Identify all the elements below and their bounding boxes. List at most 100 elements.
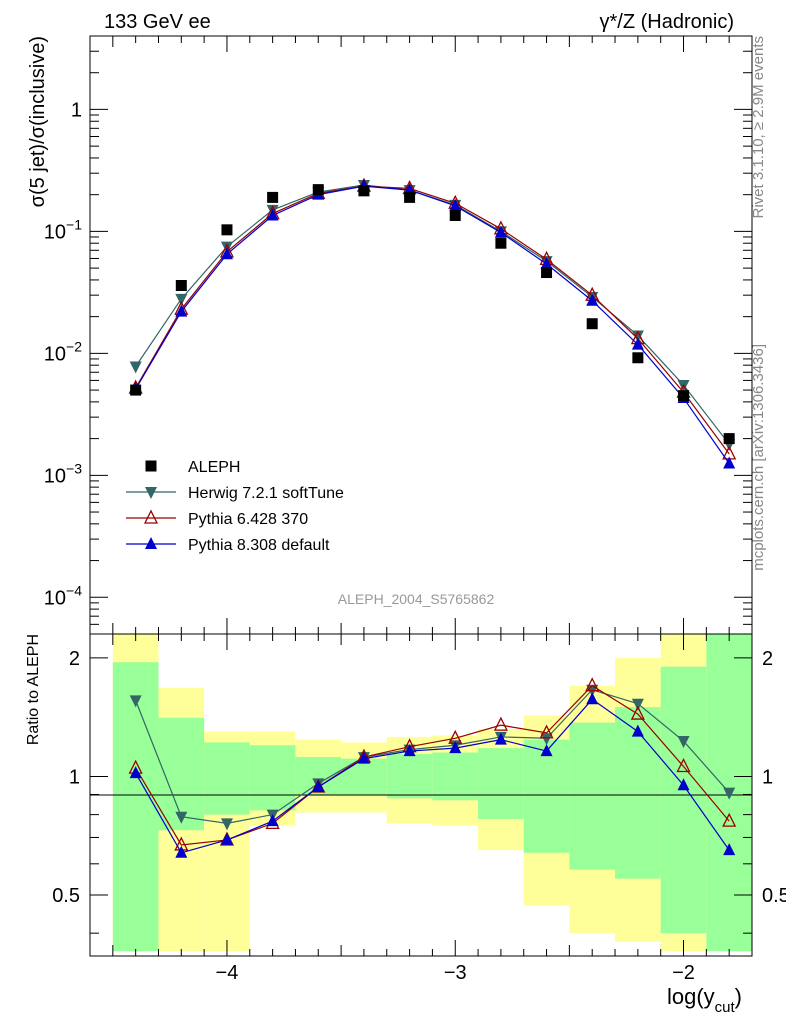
- main-point: [540, 257, 553, 270]
- main-y-tick-label: 10−4: [44, 582, 82, 609]
- ratio-point: [631, 724, 644, 737]
- main-series-line: [135, 185, 730, 455]
- legend-label: Pythia 8.308 default: [188, 537, 330, 554]
- ratio-point: [129, 766, 142, 779]
- band-inner-bin: [386, 754, 433, 799]
- ratio-series-2: [129, 692, 736, 858]
- band-inner-bin: [158, 717, 205, 831]
- x-axis-label-main: log(y: [667, 984, 715, 1009]
- main-series-2: [128, 177, 737, 460]
- legend-item: Herwig 7.2.1 softTune: [126, 485, 344, 502]
- ratio-point: [449, 741, 462, 754]
- main-y-tick-label: 1: [71, 99, 82, 121]
- ratio-y-tick-label-right: 2: [762, 648, 773, 670]
- main-point: [266, 208, 279, 221]
- main-point: [404, 191, 416, 203]
- main-point: [449, 198, 462, 211]
- main-series: [128, 177, 737, 469]
- ratio-point: [357, 751, 370, 764]
- main-panel: 1 10−1 10−2 10−3 10−4 σ(5 jet)/σ(inclusive): [27, 35, 753, 635]
- ratio-point: [540, 733, 553, 746]
- band-inner-bin: [249, 745, 296, 811]
- main-y-tick-label: 10−3: [44, 460, 82, 487]
- ratio-panel: 0.5 0.5 1 1 2 2 Ratio to ALEPH −4 −3 −2 log(ycu…: [25, 36, 786, 1016]
- band-inner-bin: [204, 742, 250, 815]
- main-point: [586, 318, 598, 330]
- header-energy: 133 GeV ee: [104, 11, 211, 33]
- legend-item: ALEPH: [145, 459, 240, 476]
- legend-label: Pythia 6.428 370: [188, 511, 308, 528]
- legend-label: ALEPH: [188, 459, 240, 476]
- x-axis-label-sub: cut: [715, 999, 736, 1016]
- x-axis-label-tail: ): [735, 984, 742, 1009]
- ratio-point: [540, 744, 553, 757]
- main-y-ticks: 1 10−1 10−2 10−3 10−4: [44, 35, 752, 635]
- legend-label: Herwig 7.2.1 softTune: [188, 485, 344, 502]
- ratio-point: [403, 744, 416, 757]
- main-point: [494, 225, 507, 238]
- band-inner-bin: [112, 662, 159, 952]
- header-process: γ*/Z (Hadronic): [600, 11, 734, 33]
- x-axis-ticks: −4 −3 −2: [89, 36, 753, 984]
- main-point: [586, 293, 599, 306]
- ratio-point: [220, 832, 233, 845]
- mcplots-label: mcplots.cern.ch [arXiv:1306.3436]: [750, 344, 767, 571]
- ratio-y-tick-label-right: 0.5: [762, 885, 786, 907]
- main-point: [449, 209, 461, 221]
- main-point: [631, 337, 644, 350]
- band-inner-bin: [569, 722, 616, 870]
- ratio-point: [585, 677, 600, 692]
- ratio-point: [312, 780, 325, 793]
- x-tick-label: −2: [672, 962, 695, 984]
- main-point: [358, 185, 370, 197]
- x-tick-label: −3: [444, 962, 467, 984]
- ratio-uncertainty-bands: [112, 634, 752, 952]
- main-series-0: [130, 184, 735, 445]
- main-point: [723, 456, 736, 469]
- ratio-point: [631, 698, 644, 711]
- ratio-y-tick-label: 1: [69, 766, 80, 788]
- band-inner-bin: [341, 758, 387, 795]
- main-series-1: [129, 180, 736, 452]
- legend-marker: [143, 509, 159, 524]
- x-axis-label: log(ycut): [667, 984, 742, 1016]
- ratio-series-line: [135, 698, 730, 854]
- ratio-y-axis-label: Ratio to ALEPH: [25, 634, 42, 745]
- ratio-y-ticks: 0.5 0.5 1 1 2 2: [52, 648, 786, 934]
- ratio-point: [129, 695, 142, 708]
- legend-marker: [145, 460, 157, 472]
- ratio-series: [128, 677, 737, 858]
- ratio-y-tick-label-right: 1: [762, 766, 773, 788]
- main-y-tick-label: 10−2: [44, 338, 82, 365]
- ratio-point: [494, 732, 507, 745]
- analysis-id: ALEPH_2004_S5765862: [338, 591, 495, 607]
- ratio-point: [676, 758, 691, 773]
- ratio-point: [493, 716, 508, 731]
- ratio-point: [723, 787, 736, 800]
- band-inner-bin: [523, 739, 570, 853]
- main-point: [495, 237, 507, 249]
- main-y-tick-label: 10−1: [44, 216, 82, 243]
- main-point: [175, 304, 188, 317]
- legend: ALEPH Herwig 7.2.1 softTune Pythia 6.428 3…: [126, 459, 344, 554]
- band-inner-bin: [660, 666, 707, 934]
- main-point: [130, 384, 142, 396]
- ratio-y-tick-label: 0.5: [52, 885, 80, 907]
- ratio-frame: [89, 633, 753, 957]
- main-series-3: [129, 179, 736, 469]
- ratio-point: [586, 692, 599, 705]
- main-point: [175, 280, 187, 292]
- x-tick-label: −4: [216, 962, 239, 984]
- main-point: [129, 361, 142, 374]
- ratio-point: [220, 818, 233, 831]
- ratio-point: [723, 843, 736, 856]
- band-inner-bin: [478, 748, 524, 819]
- main-y-axis-label: σ(5 jet)/σ(inclusive): [27, 36, 49, 207]
- legend-marker: [145, 487, 157, 499]
- legend-item: Pythia 8.308 default: [126, 537, 330, 554]
- main-point: [221, 224, 233, 236]
- main-point: [723, 433, 735, 445]
- band-inner-bin: [432, 752, 479, 801]
- main-series-line: [135, 185, 730, 464]
- main-point: [267, 191, 279, 203]
